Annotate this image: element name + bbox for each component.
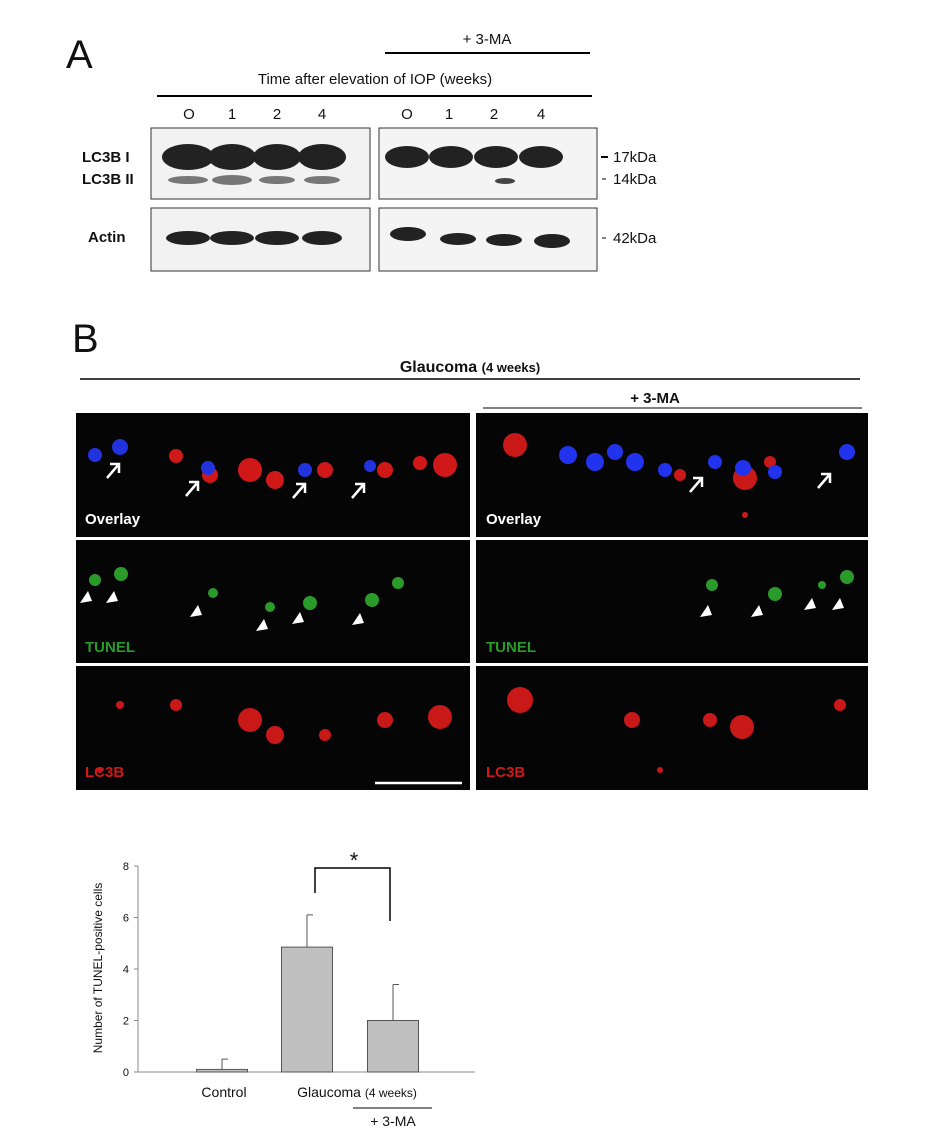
x-tick-label: Control	[201, 1084, 246, 1100]
row-label: LC3B	[85, 764, 124, 781]
row-label: Overlay	[85, 511, 141, 528]
y-axis-label: Number of TUNEL-positive cells	[91, 883, 105, 1054]
lane-label: 2	[490, 106, 498, 123]
micrographs	[76, 413, 868, 790]
bar	[281, 946, 333, 1073]
y-tick-label: 8	[123, 861, 129, 873]
title: Glaucoma	[400, 359, 477, 376]
lane-label: O	[183, 106, 195, 123]
time-label: Time after elevation of IOP (weeks)	[258, 71, 492, 88]
row-label: TUNEL	[486, 639, 536, 656]
band-label: LC3B II	[82, 171, 134, 188]
group-name: Glaucoma	[297, 1084, 361, 1100]
error-bar	[306, 914, 313, 948]
band-label: LC3B I	[82, 149, 130, 166]
row-label: Overlay	[486, 511, 542, 528]
bar	[367, 1020, 419, 1073]
band-size: 42kDa	[613, 230, 657, 247]
band-size: 14kDa	[613, 171, 657, 188]
blot-lc3b	[150, 127, 598, 200]
y-tick-label: 2	[123, 1016, 129, 1028]
panel-label: B	[72, 317, 99, 361]
y-tick-label: 4	[123, 964, 129, 976]
x-tick-label: + 3-MA	[370, 1113, 416, 1129]
treatment-label: + 3-MA	[630, 390, 680, 407]
treatment-label: + 3-MA	[463, 31, 512, 48]
row-label: LC3B	[486, 764, 525, 781]
error-bar	[392, 983, 399, 1021]
row-label: TUNEL	[85, 639, 135, 656]
y-tick-label: 0	[123, 1067, 129, 1079]
panel-label: A	[66, 33, 93, 77]
lane-label: 4	[318, 106, 326, 123]
lane-label: 1	[445, 106, 453, 123]
y-tick-label: 6	[123, 913, 129, 925]
error-bar	[221, 1058, 228, 1070]
significance-bracket	[314, 867, 391, 921]
group-note: (4 weeks)	[365, 1086, 417, 1100]
group-label: Glaucoma (4 weeks)	[297, 1084, 417, 1100]
blot-actin	[150, 207, 598, 272]
bar	[196, 1068, 248, 1073]
lane-label: 2	[273, 106, 281, 123]
lane-label: 4	[537, 106, 545, 123]
lane-label: O	[401, 106, 413, 123]
annotation: *	[350, 848, 359, 873]
lane-label: 1	[228, 106, 236, 123]
panel-title: Glaucoma (4 weeks)	[400, 359, 540, 376]
band-label: Actin	[88, 229, 126, 246]
title-note: (4 weeks)	[482, 360, 541, 375]
band-size: 17kDa	[613, 149, 657, 166]
